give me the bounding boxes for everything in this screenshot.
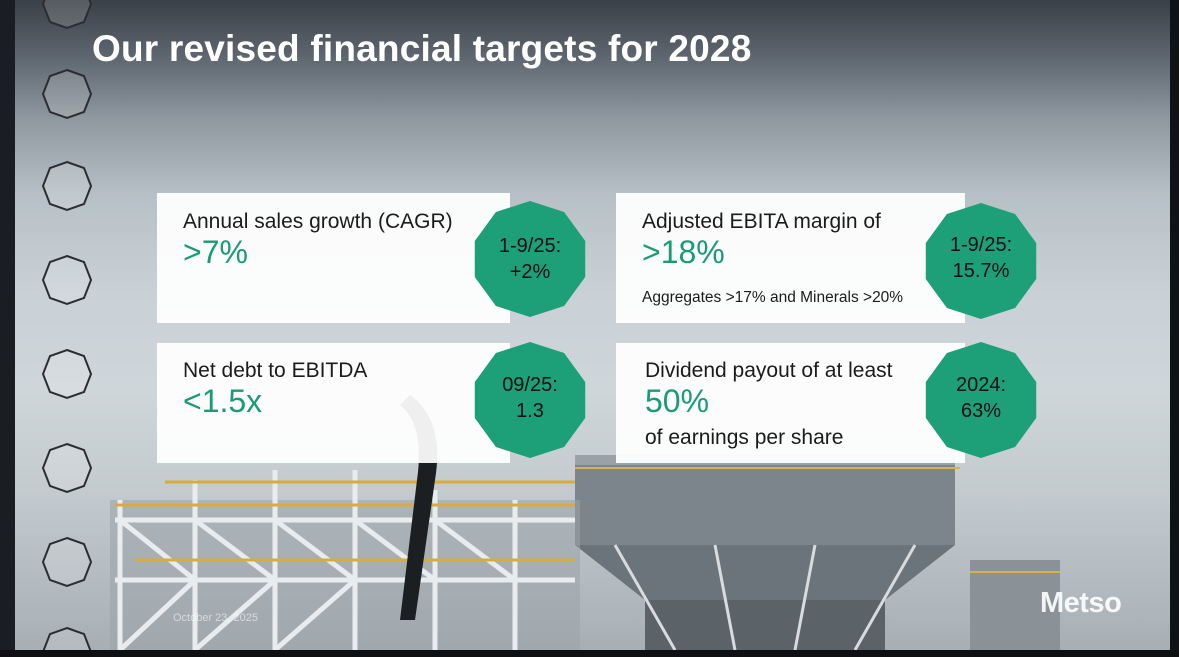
card-value: >7% xyxy=(183,234,248,270)
industrial-plant-background xyxy=(110,395,1060,650)
badge-value: 1.3 xyxy=(516,400,544,422)
badge-value: +2% xyxy=(509,261,551,283)
binder-ring-icon xyxy=(41,0,93,30)
window-edge xyxy=(1170,0,1179,657)
badge-period: 1-9/25: xyxy=(498,235,562,257)
card-sub: of earnings per share xyxy=(645,426,844,449)
card-value: <1.5x xyxy=(183,383,263,419)
badge-period: 2024: xyxy=(955,374,1007,396)
company-logo: Metso xyxy=(1040,587,1122,619)
binder-ring-icon xyxy=(41,68,93,120)
binder-ring-icon xyxy=(41,536,93,588)
binder-ring-icon xyxy=(41,160,93,212)
binder-ring-icon xyxy=(41,442,93,494)
slide-title: Our revised financial targets for 2028 xyxy=(92,28,752,69)
badge-value: 63% xyxy=(960,400,1002,422)
badge-period: 09/25: xyxy=(502,374,558,396)
binder-ring-icon xyxy=(41,254,93,306)
card-label: Dividend payout of at least xyxy=(645,359,893,382)
status-badge-net-debt: 09/25: 1.3 xyxy=(474,342,586,458)
status-badge-ebita-margin: 1-9/25: 15.7% xyxy=(925,203,1037,319)
footer-date: October 23, 2025 xyxy=(173,612,259,624)
target-card-net-debt: Net debt to EBITDA <1.5x xyxy=(157,343,510,463)
badge-period: 1-9/25: xyxy=(949,234,1013,256)
target-card-dividend: Dividend payout of at least 50% of earni… xyxy=(616,343,965,463)
binder-ring-icon xyxy=(42,626,92,650)
badge-value: 15.7% xyxy=(952,260,1010,282)
status-badge-sales-growth: 1-9/25: +2% xyxy=(474,201,586,317)
card-value: >18% xyxy=(642,234,725,270)
card-label: Annual sales growth (CAGR) xyxy=(183,210,453,233)
slide: Our revised financial targets for 2028 A… xyxy=(15,0,1170,650)
card-value: 50% xyxy=(645,383,710,419)
window-edge-bottom xyxy=(0,650,1179,657)
binder-ring-icon xyxy=(41,348,93,400)
card-note: Aggregates >17% and Minerals >20% xyxy=(642,289,904,306)
status-badge-dividend: 2024: 63% xyxy=(925,342,1037,458)
target-card-ebita-margin: Adjusted EBITA margin of >18% Aggregates… xyxy=(616,193,965,323)
card-label: Adjusted EBITA margin of xyxy=(642,210,881,233)
card-label: Net debt to EBITDA xyxy=(183,359,368,382)
target-card-sales-growth: Annual sales growth (CAGR) >7% xyxy=(157,193,510,323)
